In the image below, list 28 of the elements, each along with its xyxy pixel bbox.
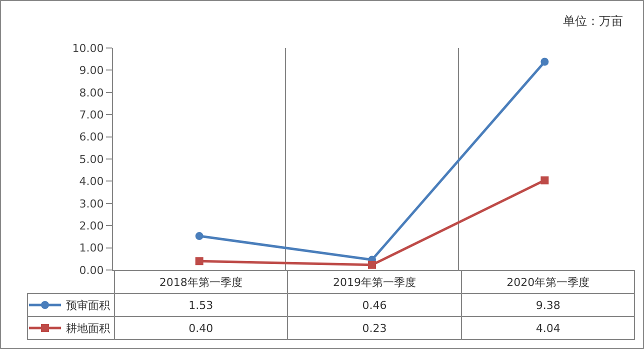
data-label: 1.53 [114,294,288,316]
y-tick-label: 10.00 [72,42,104,55]
y-tick-label: 4.00 [79,175,104,188]
data-label: 9.38 [461,294,635,316]
point [540,176,549,184]
point [195,232,204,240]
y-tick-label: 5.00 [79,152,104,166]
text: 单位：万亩 [563,13,623,30]
x-tick-label: 2019年第一季度 [288,270,462,294]
y-tick-label: 2.00 [79,219,104,232]
point [368,260,376,269]
legend-label: 预审面积 [66,298,110,312]
data-label: 4.04 [461,316,635,340]
data-label: 0.23 [288,316,462,340]
legend-label: 耕地面积 [66,322,110,334]
y-tick-label: 8.00 [79,86,104,100]
point [195,257,204,266]
data-label: 0.40 [114,316,288,340]
y-tick-label: 7.00 [79,108,104,122]
y-tick-label: 6.00 [79,130,104,144]
point [540,58,549,66]
y-tick-label: 1.00 [79,242,104,255]
y-tick-label: 0.00 [79,264,104,277]
y-tick-label: 9.00 [79,64,104,78]
x-tick-label: 2020年第一季度 [461,270,635,294]
y-tick-label: 3.00 [79,197,104,210]
x-tick-label: 2018年第一季度 [114,270,288,294]
data-label: 0.46 [288,294,462,316]
